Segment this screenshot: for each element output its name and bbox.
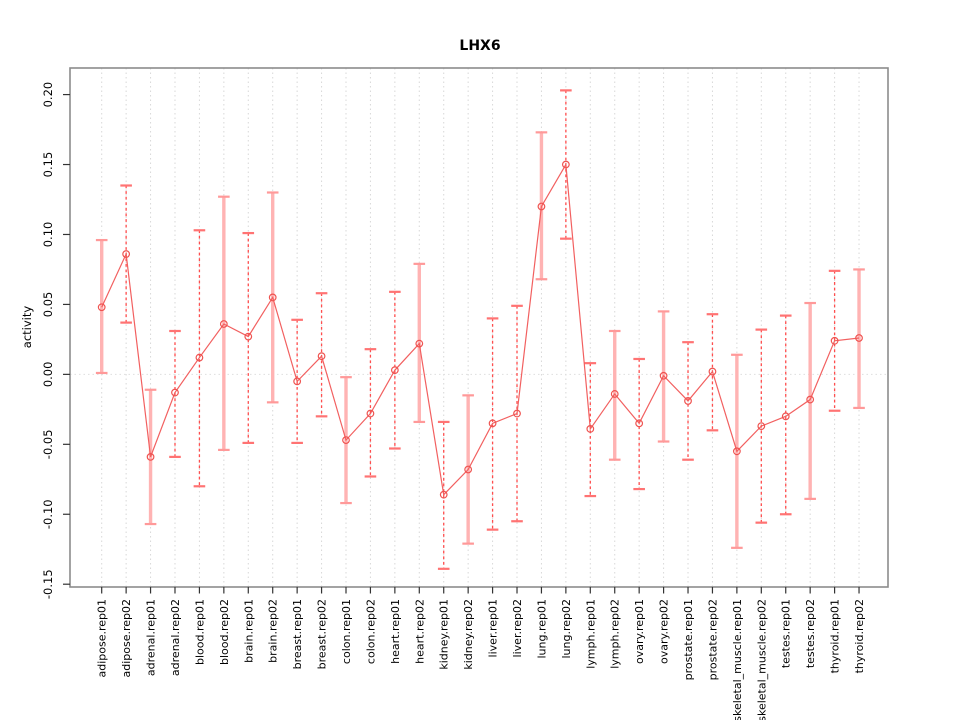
- y-tick-label: 0.00: [41, 362, 55, 388]
- data-point: [390, 366, 399, 375]
- series-line: [101, 162, 860, 496]
- x-tick-label: lung.rep01: [535, 599, 548, 659]
- y-tick-label: -0.15: [41, 569, 55, 599]
- x-tick-label: thyroid.rep02: [853, 599, 866, 673]
- data-point: [659, 371, 668, 380]
- y-tick-label: 0.05: [41, 292, 55, 318]
- y-tick-label: -0.05: [41, 429, 55, 459]
- x-tick-label: liver.rep01: [487, 599, 500, 657]
- data-point: [684, 397, 692, 405]
- x-tick-label: adrenal.rep02: [169, 599, 182, 676]
- data-point: [293, 377, 302, 386]
- data-point: [268, 293, 277, 302]
- data-point: [464, 465, 473, 474]
- x-tick-label: heart.rep01: [389, 599, 402, 664]
- x-tick-label: kidney.rep02: [462, 599, 475, 670]
- x-tick-label: thyroid.rep01: [829, 599, 842, 673]
- y-tick-label: 0.10: [41, 222, 55, 248]
- data-point: [781, 412, 790, 421]
- x-tick-label: colon.rep02: [364, 599, 377, 664]
- data-point: [806, 395, 815, 404]
- x-tick-label: blood.rep02: [218, 599, 231, 665]
- data-point: [146, 453, 155, 461]
- data-point: [122, 250, 131, 258]
- x-tick-label: adrenal.rep01: [145, 599, 158, 676]
- data-point: [488, 419, 497, 428]
- x-tick-label: ovary.rep02: [658, 599, 671, 664]
- x-tick-label: colon.rep01: [340, 599, 353, 664]
- data-point: [610, 390, 619, 398]
- data-point: [366, 409, 375, 418]
- y-tick-label: 0.15: [41, 152, 55, 178]
- data-point: [195, 353, 204, 362]
- data-point: [439, 490, 448, 499]
- data-point: [219, 320, 228, 328]
- x-tick-label: liver.rep02: [511, 599, 524, 657]
- x-tick-label: testes.rep01: [780, 599, 793, 668]
- data-point: [586, 425, 595, 433]
- data-point: [537, 202, 546, 211]
- data-point: [830, 336, 839, 345]
- data-point: [342, 436, 350, 445]
- data-point: [561, 160, 570, 169]
- x-tick-label: heart.rep02: [413, 599, 426, 664]
- x-tick-label: adipose.rep01: [96, 599, 109, 678]
- data-point: [635, 419, 644, 428]
- y-tick-label: 0.20: [41, 82, 55, 108]
- data-point: [513, 409, 521, 418]
- x-tick-label: lymph.rep02: [609, 599, 622, 669]
- chart-title: LHX6: [459, 38, 501, 54]
- data-point: [708, 367, 717, 376]
- x-tick-label: breast.rep01: [291, 599, 304, 669]
- x-tick-label: brain.rep02: [267, 599, 280, 663]
- x-tick-label: blood.rep01: [193, 599, 206, 665]
- y-tick-label: -0.10: [41, 499, 55, 529]
- x-tick-label: prostate.rep01: [682, 599, 695, 680]
- x-tick-label: skeletal_muscle.rep01: [731, 599, 744, 720]
- data-point: [855, 334, 863, 342]
- x-tick-label: adipose.rep02: [120, 599, 133, 678]
- x-tick-label: lymph.rep01: [584, 599, 597, 669]
- x-tick-label: skeletal_muscle.rep02: [755, 599, 768, 720]
- data-point: [757, 422, 766, 431]
- x-tick-label: ovary.rep01: [633, 599, 646, 664]
- x-tick-label: breast.rep02: [316, 599, 329, 669]
- data-point: [244, 332, 253, 341]
- x-tick-label: brain.rep01: [242, 599, 255, 663]
- data-point: [171, 388, 179, 397]
- x-tick-label: testes.rep02: [804, 599, 817, 668]
- data-point: [732, 447, 741, 456]
- data-point: [97, 303, 106, 312]
- data-point: [415, 339, 424, 348]
- x-tick-label: kidney.rep01: [438, 599, 451, 670]
- x-tick-label: lung.rep02: [560, 599, 573, 659]
- x-tick-label: prostate.rep02: [706, 599, 719, 680]
- plot-box: [69, 67, 889, 588]
- data-point: [317, 352, 326, 361]
